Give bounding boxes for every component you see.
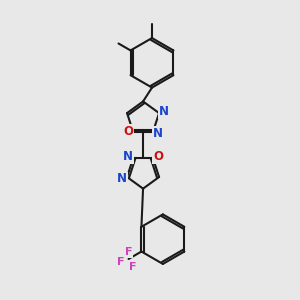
Text: N: N <box>123 150 133 163</box>
Text: O: O <box>153 150 163 163</box>
Text: F: F <box>129 262 136 272</box>
Text: O: O <box>123 125 133 138</box>
Text: F: F <box>125 247 132 257</box>
Text: N: N <box>159 105 169 118</box>
Text: F: F <box>117 257 124 267</box>
Text: N: N <box>117 172 127 185</box>
Text: N: N <box>153 128 163 140</box>
